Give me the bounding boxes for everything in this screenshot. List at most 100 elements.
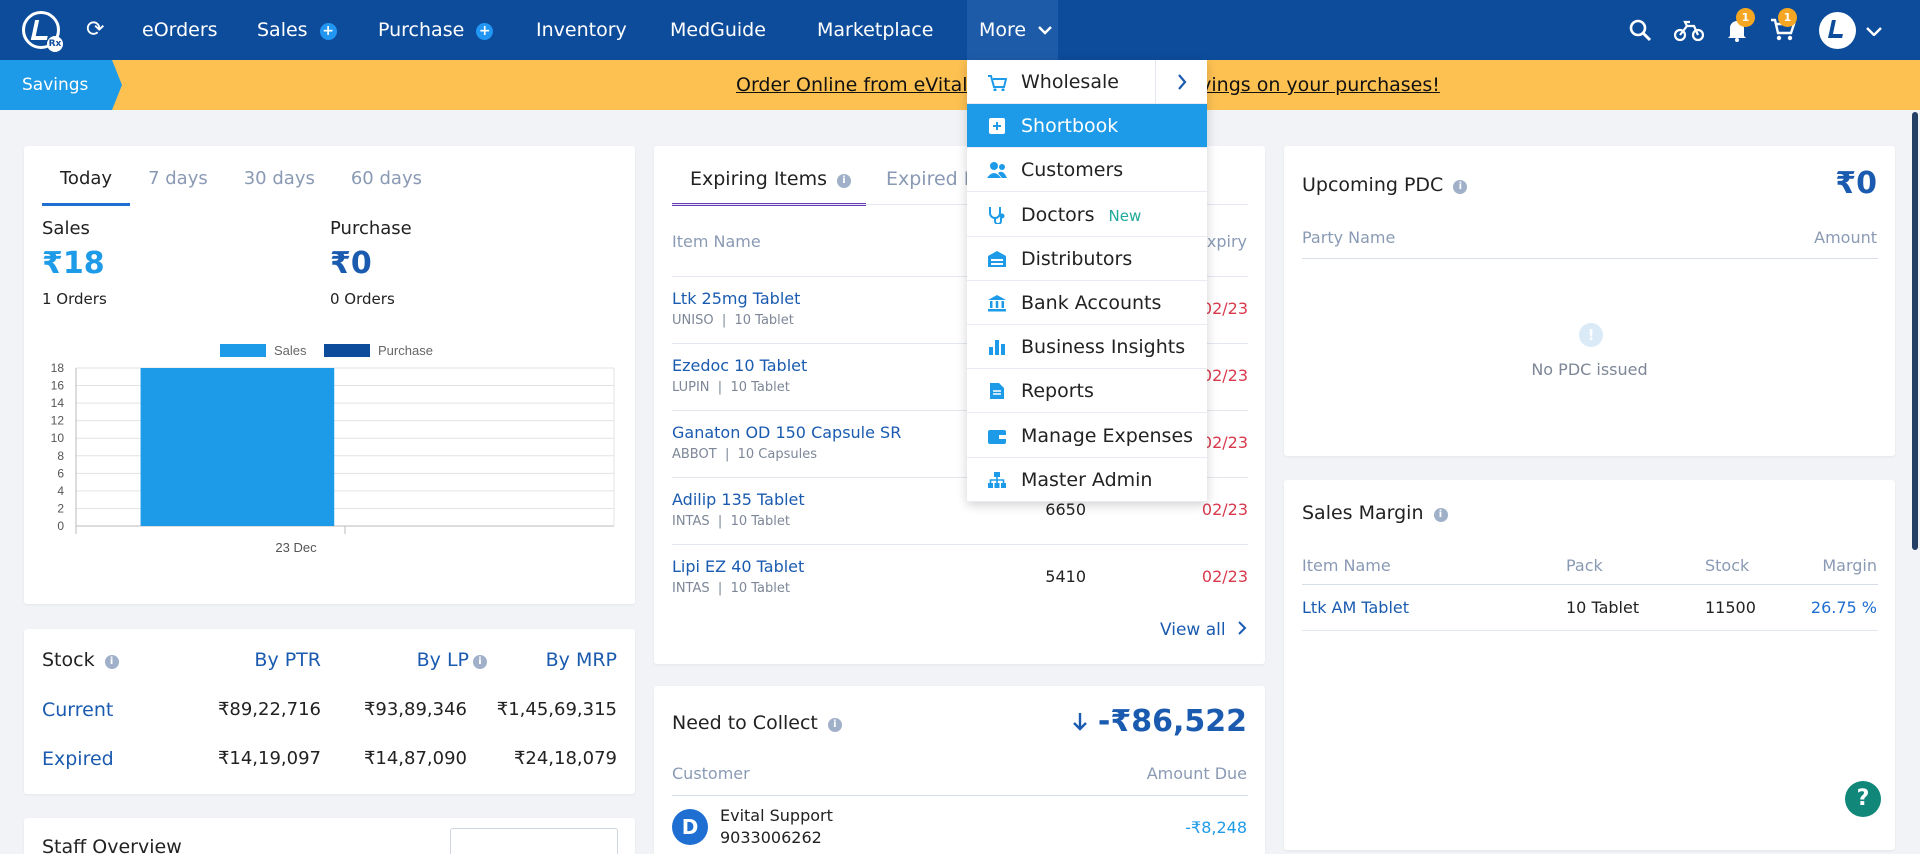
menu-item-manage-expenses[interactable]: Manage Expenses <box>967 414 1207 458</box>
sales-add-icon[interactable]: + <box>319 23 337 40</box>
staff-filter-select[interactable] <box>450 828 618 854</box>
purchase-label: Purchase <box>330 218 412 239</box>
legend-label: Sales <box>274 343 307 358</box>
bar-sales <box>140 368 335 526</box>
margin-title: Sales Margin i <box>1302 502 1448 524</box>
menu-item-shortbook[interactable]: Shortbook <box>967 104 1207 149</box>
expiring-item-qty: 6650 <box>1045 500 1086 519</box>
delivery-bike-icon[interactable] <box>1673 0 1705 60</box>
x-tick-label: 23 Dec <box>275 540 317 555</box>
col-margin-pack: Pack <box>1566 556 1603 575</box>
menu-item-label: Manage Expenses <box>1021 424 1194 447</box>
help-button[interactable]: ? <box>1845 781 1881 817</box>
account-chevron-down-icon[interactable] <box>1866 0 1882 60</box>
menu-item-reports[interactable]: Reports <box>967 369 1207 414</box>
stock-card: Stock i By PTR By LP i By MRP Current ₹89,… <box>24 629 635 794</box>
tab-today[interactable]: Today <box>42 164 131 206</box>
expiring-item-name[interactable]: Ltk 25mg Tablet <box>672 289 801 308</box>
expiring-item-name[interactable]: Lipi EZ 40 Tablet <box>672 557 805 576</box>
bank-icon <box>988 295 1006 312</box>
tab-30-days[interactable]: 30 days <box>243 168 315 189</box>
menu-item-business-insights[interactable]: Business Insights <box>967 325 1207 370</box>
plus-box-icon <box>989 118 1005 135</box>
expiring-row[interactable]: Ganaton OD 150 Capsule SR ABBOT | 10 Caps… <box>672 410 1248 477</box>
legend-label: Purchase <box>378 343 433 358</box>
expiring-row[interactable]: Ltk 25mg Tablet UNISO | 10 Tablet 02/23 <box>672 276 1248 343</box>
new-badge: New <box>1108 206 1142 225</box>
pdc-info-icon[interactable]: i <box>1453 180 1468 194</box>
expiring-item-meta: INTAS | 10 Tablet <box>672 514 790 529</box>
notification-count-badge: 1 <box>1736 8 1755 27</box>
nav-purchase[interactable]: Purchase + <box>378 0 494 60</box>
refresh-icon[interactable]: ⟳ <box>86 17 105 42</box>
menu-item-customers[interactable]: Customers <box>967 148 1207 193</box>
margin-row-divider <box>1302 630 1878 631</box>
warehouse-icon <box>988 250 1006 267</box>
chevron-down-icon <box>1038 26 1053 35</box>
stock-current-label[interactable]: Current <box>42 699 114 721</box>
tab-7-days[interactable]: 7 days <box>148 168 208 189</box>
nav-sales[interactable]: Sales + <box>257 0 337 60</box>
more-dropdown-menu: Wholesale Shortbook Customers Doctors New Dis… <box>967 60 1207 502</box>
nav-marketplace[interactable]: Marketplace <box>817 0 933 60</box>
stock-info-icon[interactable]: i <box>104 655 119 669</box>
expiring-row[interactable]: Ezedoc 10 Tablet LUPIN | 10 Tablet 02/23 <box>672 343 1248 410</box>
stock-col-lp[interactable]: By LP i <box>417 649 487 671</box>
y-tick-label: 16 <box>51 379 65 393</box>
stock-expired-lp: ₹14,87,090 <box>363 748 467 769</box>
menu-item-label: Business Insights <box>1021 336 1186 359</box>
y-tick-label: 0 <box>57 519 64 533</box>
customer-name[interactable]: Evital Support <box>720 806 833 825</box>
menu-item-doctors[interactable]: Doctors New <box>967 193 1207 237</box>
expiring-item-name[interactable]: Ezedoc 10 Tablet <box>672 356 808 375</box>
menu-item-master-admin[interactable]: Master Admin <box>967 458 1207 502</box>
expiring-row[interactable]: Lipi EZ 40 Tablet INTAS | 10 Tablet 5410 02… <box>672 544 1248 611</box>
menu-item-label: Distributors <box>1021 247 1133 270</box>
pdc-empty-message: No PDC issued <box>1531 360 1648 379</box>
menu-item-wholesale[interactable]: Wholesale <box>967 60 1207 104</box>
pdc-title: Upcoming PDC i <box>1302 174 1468 196</box>
stock-col-ptr[interactable]: By PTR <box>254 649 321 671</box>
cart-count-badge: 1 <box>1778 8 1797 27</box>
pdc-amount: ₹0 <box>1835 166 1877 201</box>
y-tick-label: 8 <box>57 449 64 463</box>
nav-more[interactable]: More <box>967 0 1058 60</box>
user-avatar[interactable] <box>1819 12 1856 49</box>
wholesale-expand-button[interactable] <box>1155 60 1207 104</box>
stock-current-ptr: ₹89,22,716 <box>217 699 321 720</box>
nav-medguide[interactable]: MedGuide <box>670 0 766 60</box>
logo-badge: Rx <box>47 36 63 52</box>
view-all-link[interactable]: View all <box>1160 620 1247 640</box>
menu-item-label: Bank Accounts <box>1021 292 1162 314</box>
margin-info-icon[interactable]: i <box>1433 508 1448 522</box>
tab-expiring-items[interactable]: Expiring Items i <box>672 164 866 206</box>
menu-item-bank-accounts[interactable]: Bank Accounts <box>967 281 1207 325</box>
stock-current-mrp: ₹1,45,69,315 <box>496 699 617 720</box>
purchase-add-icon[interactable]: + <box>476 23 494 40</box>
document-icon <box>990 383 1004 400</box>
page-scrollbar[interactable] <box>1912 112 1918 550</box>
search-icon[interactable] <box>1628 0 1652 60</box>
lp-info-icon[interactable]: i <box>473 655 487 669</box>
expiring-item-name[interactable]: Adilip 135 Tablet <box>672 490 805 509</box>
menu-item-distributors[interactable]: Distributors <box>967 237 1207 281</box>
staff-title: Staff Overview <box>42 836 182 854</box>
customer-avatar: D <box>672 809 708 845</box>
expiring-item-name[interactable]: Ganaton OD 150 Capsule SR <box>672 423 902 442</box>
margin-item-name[interactable]: Ltk AM Tablet <box>1302 598 1410 617</box>
nav-eorders[interactable]: eOrders <box>142 0 218 60</box>
stock-col-mrp[interactable]: By MRP <box>545 649 617 671</box>
nav-inventory[interactable]: Inventory <box>536 0 627 60</box>
collect-info-icon[interactable]: i <box>827 718 842 732</box>
stock-expired-label[interactable]: Expired <box>42 748 114 770</box>
expiring-row[interactable]: Adilip 135 Tablet INTAS | 10 Tablet 6650 02… <box>672 477 1248 544</box>
tab-60-days[interactable]: 60 days <box>350 168 422 189</box>
y-tick-label: 14 <box>51 396 65 410</box>
chevron-right-icon <box>1177 74 1186 90</box>
collect-title: Need to Collect i <box>672 712 842 734</box>
app-logo[interactable]: Rx <box>22 11 63 52</box>
pdc-divider <box>1302 258 1878 259</box>
expiring-info-icon[interactable]: i <box>836 174 851 188</box>
savings-tag: Savings <box>0 60 122 110</box>
arrow-down-icon <box>1073 713 1087 731</box>
